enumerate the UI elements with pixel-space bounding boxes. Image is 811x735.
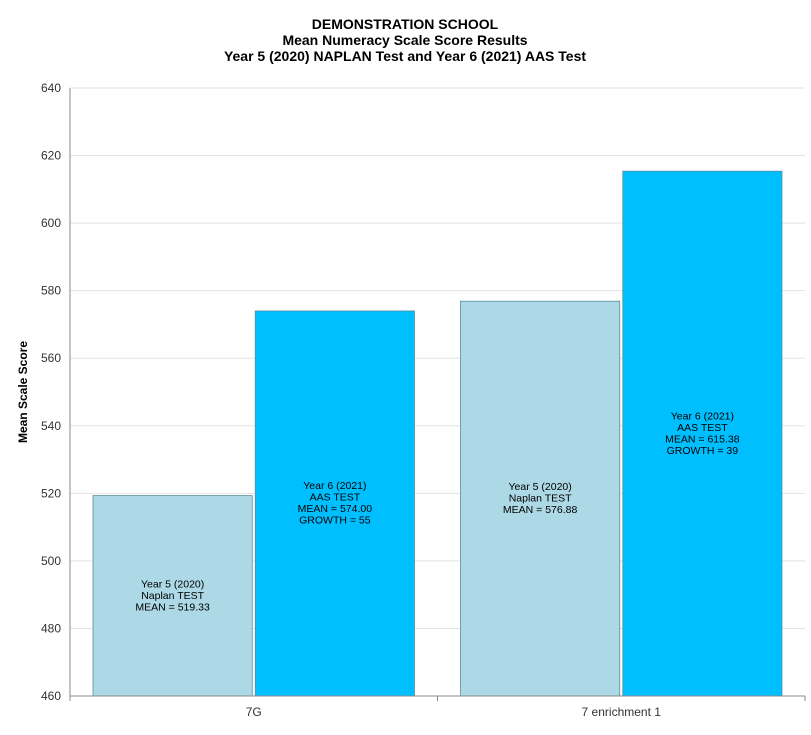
bar-data-label-line: MEAN = 574.00	[298, 503, 373, 515]
y-tick-label: 600	[41, 216, 61, 230]
bar-data-label-line: Year 6 (2021)	[671, 410, 734, 422]
x-axis-ticks: 7G 7 enrichment 1	[69, 696, 806, 719]
bar-data-label-line: MEAN = 519.33	[135, 601, 210, 613]
bar-data-label-line: Naplan TEST	[509, 493, 572, 505]
y-tick-label: 460	[41, 689, 61, 703]
bar-data-label-line: AAS TEST	[310, 492, 361, 504]
y-tick-label: 580	[41, 284, 61, 298]
x-tick-label: 7G	[246, 705, 262, 719]
y-tick-label: 480	[41, 621, 61, 635]
bar	[92, 495, 253, 697]
chart-title-line: Year 5 (2020) NAPLAN Test and Year 6 (20…	[224, 48, 586, 64]
chart-title-line: Mean Numeracy Scale Score Results	[282, 32, 527, 48]
bar-data-label: Year 6 (2021) AAS TEST MEAN = 574.00 GROWTH…	[298, 480, 373, 527]
bar-data-label: Year 5 (2020) Naplan TEST MEAN = 519.33	[135, 578, 210, 613]
bars: Year 5 (2020) Naplan TEST MEAN = 519.33Yea…	[92, 170, 783, 697]
y-tick-label: 540	[41, 419, 61, 433]
bar-data-label-line: Year 5 (2020)	[509, 481, 572, 493]
bar-data-label-line: AAS TEST	[677, 422, 728, 434]
y-tick-label: 520	[41, 486, 61, 500]
bar-data-label: Year 5 (2020) Naplan TEST MEAN = 576.88	[503, 481, 578, 516]
bar-data-label: Year 6 (2021) AAS TEST MEAN = 615.38 GROWTH…	[665, 410, 740, 457]
bar-data-label-line: Year 5 (2020)	[141, 578, 204, 590]
bar-data-label-line: MEAN = 576.88	[503, 504, 578, 516]
bar-data-label-line: MEAN = 615.38	[665, 433, 740, 445]
bar	[622, 170, 783, 697]
y-tick-label: 560	[41, 351, 61, 365]
y-axis-label: Mean Scale Score	[16, 341, 30, 443]
bar-data-label-line: Year 6 (2021)	[303, 480, 366, 492]
x-tick-label: 7 enrichment 1	[582, 705, 662, 719]
y-tick-label: 620	[41, 149, 61, 163]
y-tick-label: 500	[41, 554, 61, 568]
bar-data-label-line: GROWTH = 55	[299, 515, 371, 527]
chart-title-line: DEMONSTRATION SCHOOL	[312, 16, 499, 32]
y-axis-ticks: 460 480 500 520 540 560 580 600 620 640	[41, 81, 61, 703]
bar-data-label-line: Naplan TEST	[141, 590, 204, 602]
bar	[254, 310, 415, 697]
y-tick-label: 640	[41, 81, 61, 95]
bar-data-label-line: GROWTH = 39	[667, 445, 739, 457]
